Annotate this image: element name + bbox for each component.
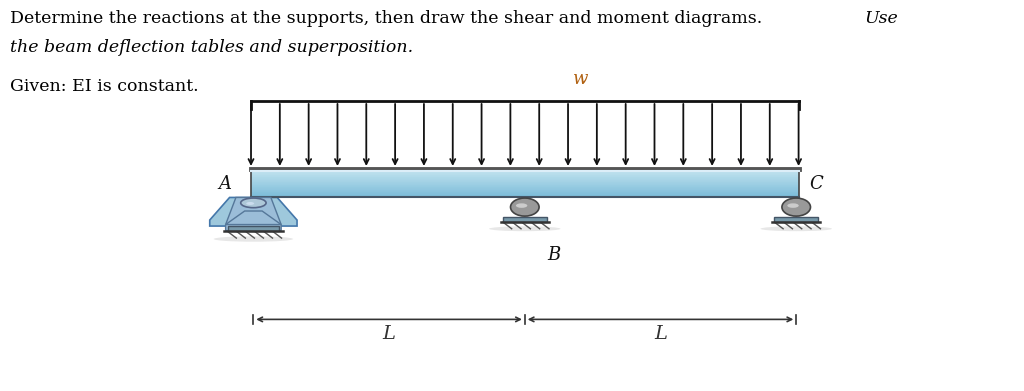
Polygon shape <box>225 197 282 231</box>
Ellipse shape <box>782 198 811 216</box>
Polygon shape <box>251 184 799 185</box>
Polygon shape <box>251 183 799 184</box>
Text: L: L <box>383 325 395 343</box>
Text: L: L <box>654 325 667 343</box>
Polygon shape <box>251 173 799 174</box>
Polygon shape <box>227 226 280 231</box>
Polygon shape <box>251 170 799 171</box>
Ellipse shape <box>489 226 560 231</box>
Polygon shape <box>251 190 799 191</box>
Polygon shape <box>251 171 799 172</box>
Text: the beam deflection tables and superposition.: the beam deflection tables and superposi… <box>10 39 414 56</box>
Polygon shape <box>251 179 799 180</box>
Text: Determine the reactions at the supports, then draw the shear and moment diagrams: Determine the reactions at the supports,… <box>10 10 768 27</box>
Polygon shape <box>503 217 547 222</box>
Polygon shape <box>251 182 799 183</box>
Polygon shape <box>251 175 799 176</box>
Polygon shape <box>251 169 799 170</box>
Polygon shape <box>251 191 799 192</box>
Polygon shape <box>251 187 799 188</box>
Text: A: A <box>218 175 231 193</box>
Polygon shape <box>210 197 297 226</box>
Circle shape <box>241 198 266 208</box>
Polygon shape <box>251 186 799 187</box>
Polygon shape <box>251 196 799 197</box>
Text: Given: EI is constant.: Given: EI is constant. <box>10 78 199 95</box>
Ellipse shape <box>787 203 799 208</box>
Polygon shape <box>225 211 282 224</box>
Ellipse shape <box>511 198 539 216</box>
Polygon shape <box>251 181 799 182</box>
Ellipse shape <box>761 226 831 231</box>
Polygon shape <box>251 172 799 173</box>
Text: C: C <box>809 175 822 193</box>
Polygon shape <box>251 189 799 190</box>
Ellipse shape <box>214 236 293 242</box>
Polygon shape <box>251 180 799 181</box>
Polygon shape <box>251 193 799 194</box>
Polygon shape <box>251 177 799 178</box>
Polygon shape <box>251 185 799 186</box>
Polygon shape <box>251 178 799 179</box>
Circle shape <box>246 202 254 205</box>
Polygon shape <box>251 188 799 189</box>
Text: Use: Use <box>864 10 898 27</box>
Ellipse shape <box>516 203 527 208</box>
Polygon shape <box>251 194 799 195</box>
Text: B: B <box>547 246 560 264</box>
Polygon shape <box>251 174 799 175</box>
Text: w: w <box>572 70 588 88</box>
Polygon shape <box>251 195 799 196</box>
Polygon shape <box>251 176 799 177</box>
Polygon shape <box>774 217 818 222</box>
Polygon shape <box>251 192 799 193</box>
